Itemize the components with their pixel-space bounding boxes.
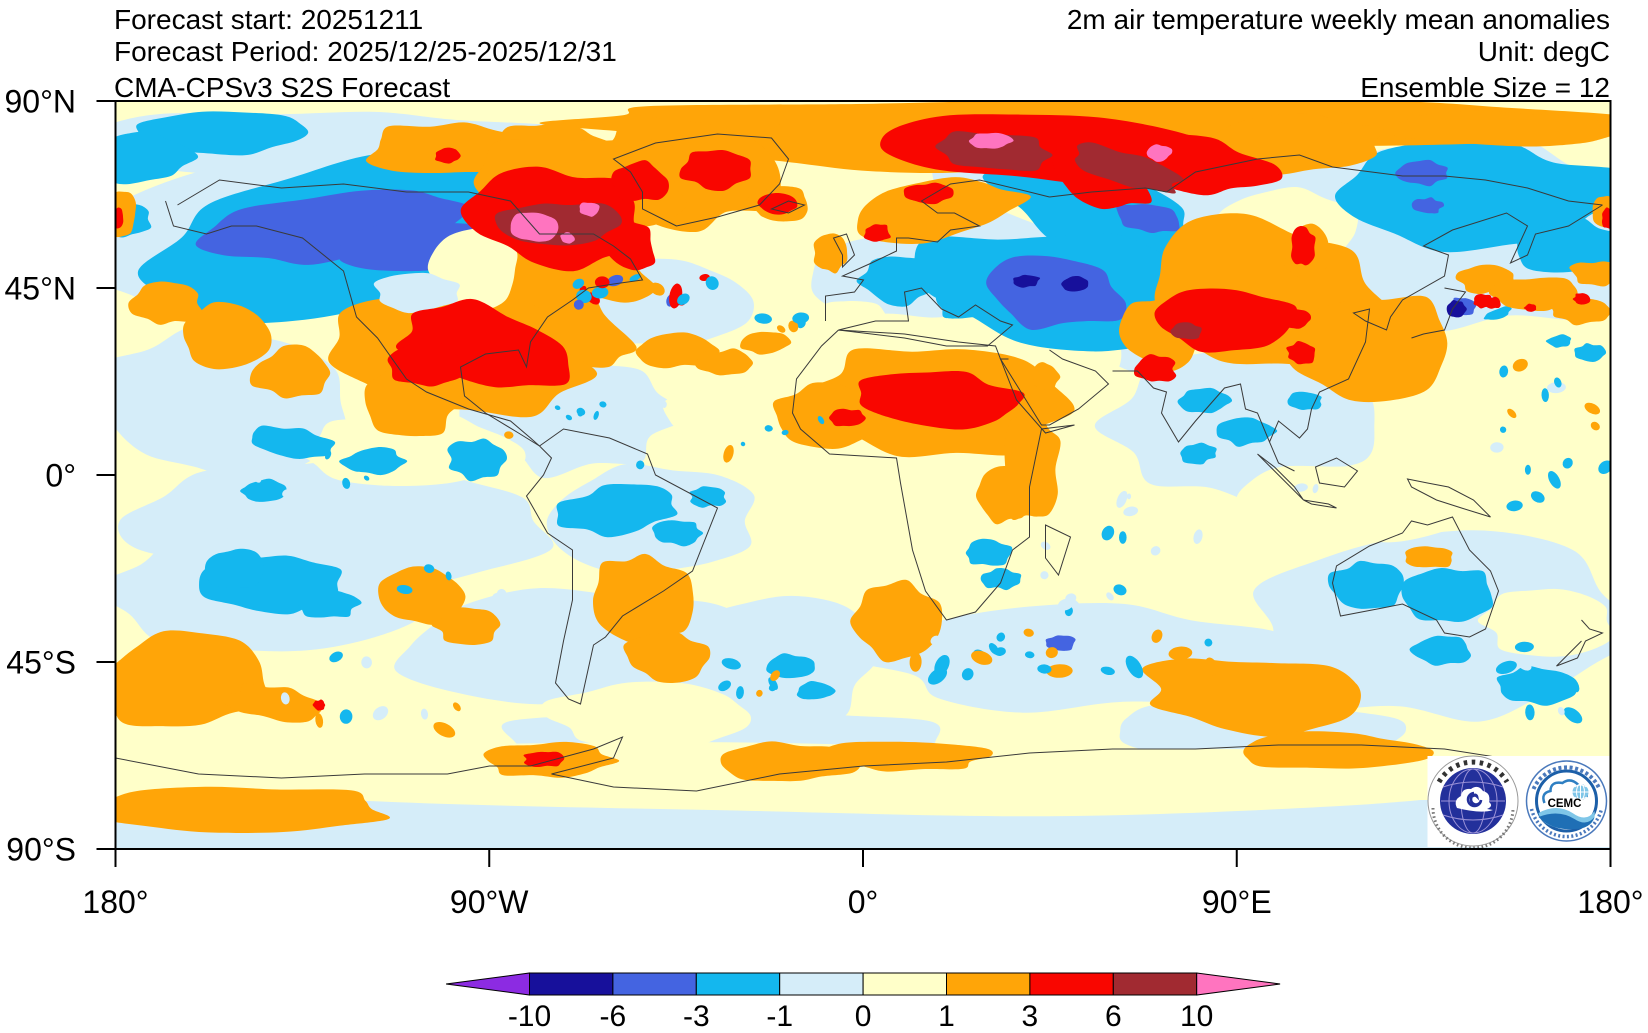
svg-text:0°: 0° [848, 884, 879, 920]
svg-text:45°S: 45°S [6, 645, 76, 681]
svg-text:90°E: 90°E [1202, 884, 1272, 920]
svg-text:3: 3 [1022, 1000, 1039, 1033]
svg-text:Ensemble Size = 12: Ensemble Size = 12 [1360, 72, 1610, 103]
svg-text:-10: -10 [508, 1000, 551, 1033]
svg-text:0: 0 [855, 1000, 872, 1033]
svg-text:6: 6 [1105, 1000, 1122, 1033]
svg-text:-3: -3 [683, 1000, 710, 1033]
svg-text:Unit: degC: Unit: degC [1478, 36, 1610, 67]
svg-text:90°S: 90°S [6, 832, 76, 868]
svg-text:CMA-CPSv3 S2S Forecast: CMA-CPSv3 S2S Forecast [114, 72, 450, 103]
svg-text:CEMC: CEMC [1548, 798, 1582, 810]
svg-text:90°N: 90°N [5, 84, 77, 120]
svg-text:2m air temperature weekly mean: 2m air temperature weekly mean anomalies [1067, 4, 1610, 35]
svg-text:Forecast Period: 2025/12/25-20: Forecast Period: 2025/12/25-2025/12/31 [114, 36, 617, 67]
svg-text:-6: -6 [600, 1000, 627, 1033]
svg-text:90°W: 90°W [450, 884, 529, 920]
svg-text:10: 10 [1180, 1000, 1213, 1033]
svg-text:1: 1 [938, 1000, 955, 1033]
svg-text:0°: 0° [45, 458, 76, 494]
svg-text:-1: -1 [766, 1000, 793, 1033]
svg-text:180°: 180° [82, 884, 148, 920]
svg-text:Forecast start: 20251211: Forecast start: 20251211 [114, 4, 423, 35]
svg-text:180°: 180° [1577, 884, 1643, 920]
svg-text:45°N: 45°N [5, 271, 77, 307]
